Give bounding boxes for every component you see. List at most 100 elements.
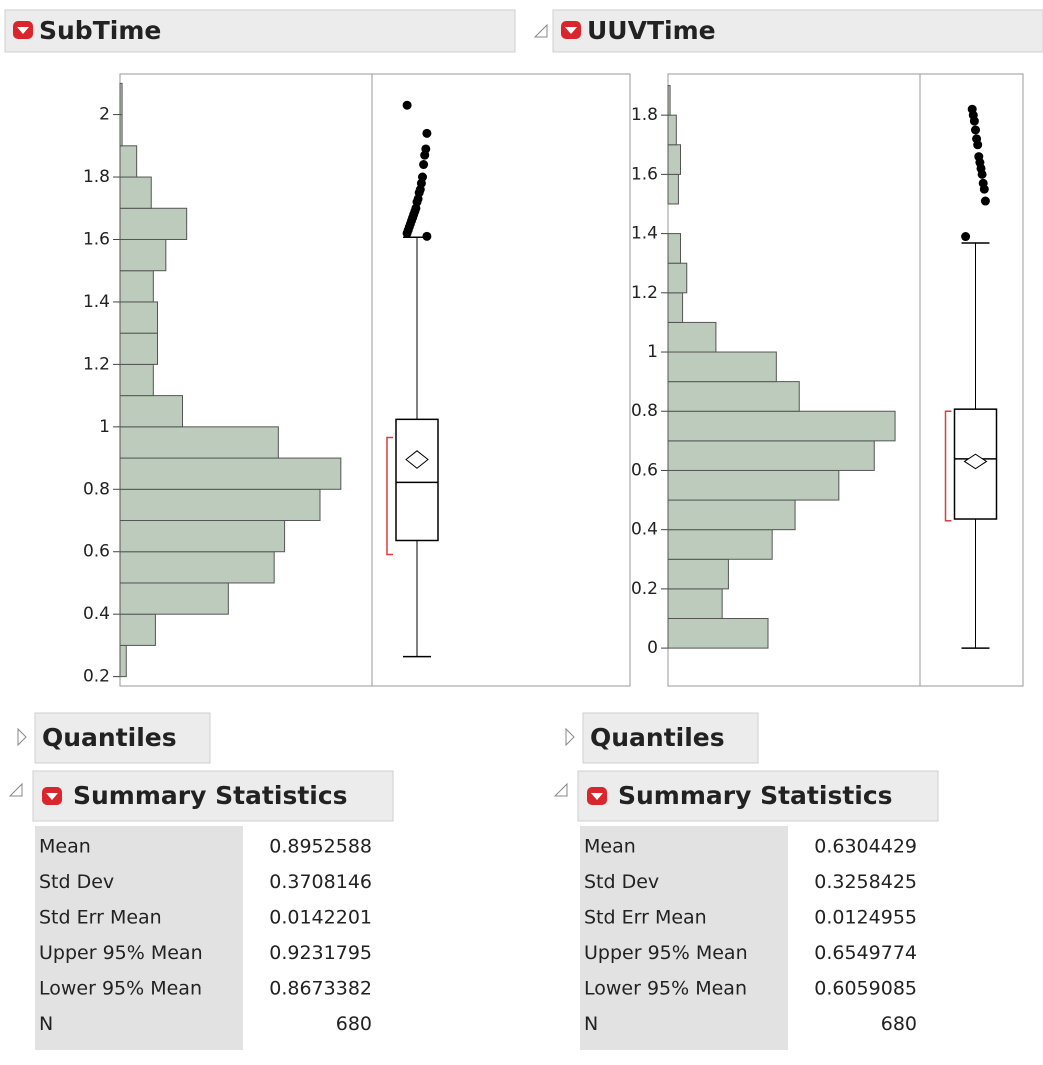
disclosure-icon[interactable] <box>17 727 27 747</box>
histogram-bar <box>119 238 167 272</box>
outlier-point <box>402 228 412 238</box>
histogram-bar <box>119 207 188 240</box>
stat-value: 680 <box>881 1013 917 1035</box>
outline-title: SubTime <box>39 16 161 45</box>
histogram-bar <box>667 558 729 590</box>
histogram-bar <box>667 262 688 294</box>
outlier-point <box>420 150 430 160</box>
boxplot-frame <box>371 73 631 687</box>
stat-value: 680 <box>336 1013 372 1035</box>
stat-value: 0.6059085 <box>814 978 917 1000</box>
y-tick-label: 0.2 <box>631 579 658 599</box>
y-tick-label: 1.6 <box>631 164 658 184</box>
box <box>395 418 439 542</box>
histogram-bar <box>667 85 671 116</box>
y-tick-label: 1.8 <box>631 105 658 125</box>
histogram-bar <box>667 381 800 412</box>
stat-label: Lower 95% Mean <box>39 978 202 1000</box>
disclosure-icon[interactable] <box>565 727 575 747</box>
stat-value: 0.9231795 <box>269 942 372 964</box>
outlier-point <box>422 231 432 241</box>
histogram-bar <box>667 292 684 323</box>
outline-title: UUVTime <box>587 16 716 45</box>
histogram-bar <box>119 613 156 646</box>
section-title: Summary Statistics <box>618 781 893 810</box>
y-tick-label: 0 <box>647 638 658 658</box>
stat-value: 0.8673382 <box>269 978 372 1000</box>
histogram-bar <box>667 233 681 264</box>
stat-label: Std Err Mean <box>39 907 162 929</box>
y-tick-label: 0.2 <box>83 667 110 687</box>
histogram-bar <box>119 176 152 209</box>
menu-icon-arrow <box>591 793 603 800</box>
stat-label: Std Err Mean <box>584 907 707 929</box>
stat-label: Std Dev <box>39 871 114 893</box>
stat-label: Upper 95% Mean <box>584 942 748 964</box>
y-tick-label: 0.8 <box>631 401 658 421</box>
y-tick-label: 1.4 <box>631 224 658 244</box>
histogram-bar <box>667 588 723 619</box>
histogram-bar <box>119 644 127 678</box>
histogram-bar <box>119 82 123 116</box>
outlier-point <box>974 152 984 162</box>
outlier-point <box>978 178 988 188</box>
histogram-bar <box>119 520 286 553</box>
y-tick-label: 0.8 <box>83 479 110 499</box>
disclosure-icon[interactable] <box>533 23 548 38</box>
histogram-bar <box>119 270 154 303</box>
y-tick-label: 0.4 <box>83 604 110 624</box>
histogram-bar <box>667 173 679 205</box>
shortest-half-bracket <box>386 436 393 556</box>
outlier-point <box>419 160 429 170</box>
histogram-bar <box>119 457 342 490</box>
histogram-bar <box>667 440 875 471</box>
outlier-point <box>402 100 412 110</box>
outline-header <box>4 9 516 53</box>
outlier-point <box>971 125 980 135</box>
stat-value: 0.0142201 <box>269 907 372 929</box>
stat-value: 0.3708146 <box>269 871 372 893</box>
mean-diamond <box>405 450 429 469</box>
menu-icon-arrow <box>565 27 577 34</box>
y-tick-label: 1 <box>647 342 658 362</box>
outlier-point <box>972 134 982 144</box>
y-tick-label: 1.4 <box>83 292 110 312</box>
boxplot-frame <box>919 73 1024 687</box>
stat-value: 0.6549774 <box>814 942 917 964</box>
histogram-bar <box>667 410 896 442</box>
histogram-bar <box>119 301 158 334</box>
stat-label: Std Dev <box>584 871 659 893</box>
stat-value: 0.6304429 <box>814 836 917 858</box>
y-tick-label: 1.8 <box>83 167 110 187</box>
histogram-bar <box>119 114 123 147</box>
histogram-bar <box>667 469 840 501</box>
y-tick-label: 0.6 <box>631 460 658 480</box>
summary-header <box>32 770 394 822</box>
stat-label: Mean <box>584 836 636 858</box>
quantiles-header[interactable] <box>34 712 211 764</box>
histogram-bar <box>667 499 796 531</box>
outlier-point <box>980 196 990 206</box>
stat-value: 0.8952588 <box>269 836 372 858</box>
y-tick-label: 0.4 <box>631 520 658 540</box>
histogram-bar <box>667 321 717 353</box>
histogram-bar <box>667 617 769 649</box>
shortest-half-bracket <box>944 410 952 522</box>
stat-label: N <box>39 1013 53 1035</box>
histogram-bar <box>119 551 275 584</box>
y-tick-label: 0.6 <box>83 542 110 562</box>
histogram-bar <box>119 363 154 397</box>
disclosure-icon[interactable] <box>8 782 23 797</box>
y-tick-label: 1 <box>99 417 110 437</box>
histogram-bar <box>119 426 279 459</box>
histogram-bar <box>667 529 773 560</box>
disclosure-icon[interactable] <box>553 782 568 797</box>
histogram-bar <box>119 395 183 428</box>
histogram-bar <box>667 114 677 146</box>
quantiles-header[interactable] <box>582 712 759 764</box>
histogram-bar <box>119 332 158 365</box>
y-tick-label: 1.2 <box>83 354 110 374</box>
mean-diamond <box>963 453 988 470</box>
outline-header <box>552 9 1043 53</box>
